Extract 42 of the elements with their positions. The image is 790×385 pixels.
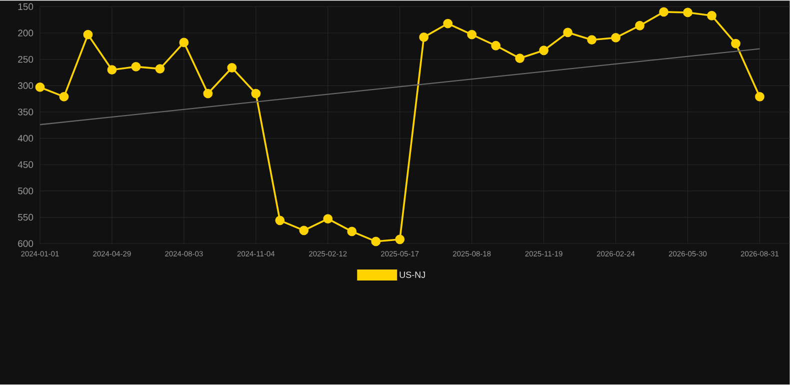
point [371,237,381,246]
point [563,28,572,38]
point [611,33,620,43]
point [131,62,141,72]
legend-label: US-NJ [400,272,425,278]
y-tick-label: 200 [18,30,34,37]
y-tick-label: 500 [18,188,34,195]
point [635,21,644,31]
point [731,39,740,48]
point [299,226,309,236]
point [419,32,429,42]
point [323,214,333,224]
y-tick-label: 600 [18,240,34,248]
point [395,234,405,244]
point [107,65,117,75]
y-tick-label: 450 [18,161,34,168]
point [467,30,477,40]
y-tick-label: 350 [18,108,34,116]
point [83,30,93,40]
point [203,89,213,98]
point [491,41,501,51]
point [155,64,165,74]
point [275,216,285,226]
point [347,227,357,236]
y-tick-label: 300 [18,82,34,90]
point [659,7,668,17]
point [755,92,764,102]
point [683,8,692,18]
point [539,46,548,56]
point [515,54,525,64]
y-tick-label: 250 [18,56,34,63]
point [707,11,716,21]
point [59,92,69,102]
point [443,19,453,28]
y-tick-label: 150 [18,4,34,10]
point [227,63,237,73]
y-tick-label: 550 [18,214,34,221]
point [35,82,45,92]
point [251,89,261,98]
y-tick-label: 400 [18,135,34,142]
point [587,35,596,45]
point [179,38,189,48]
